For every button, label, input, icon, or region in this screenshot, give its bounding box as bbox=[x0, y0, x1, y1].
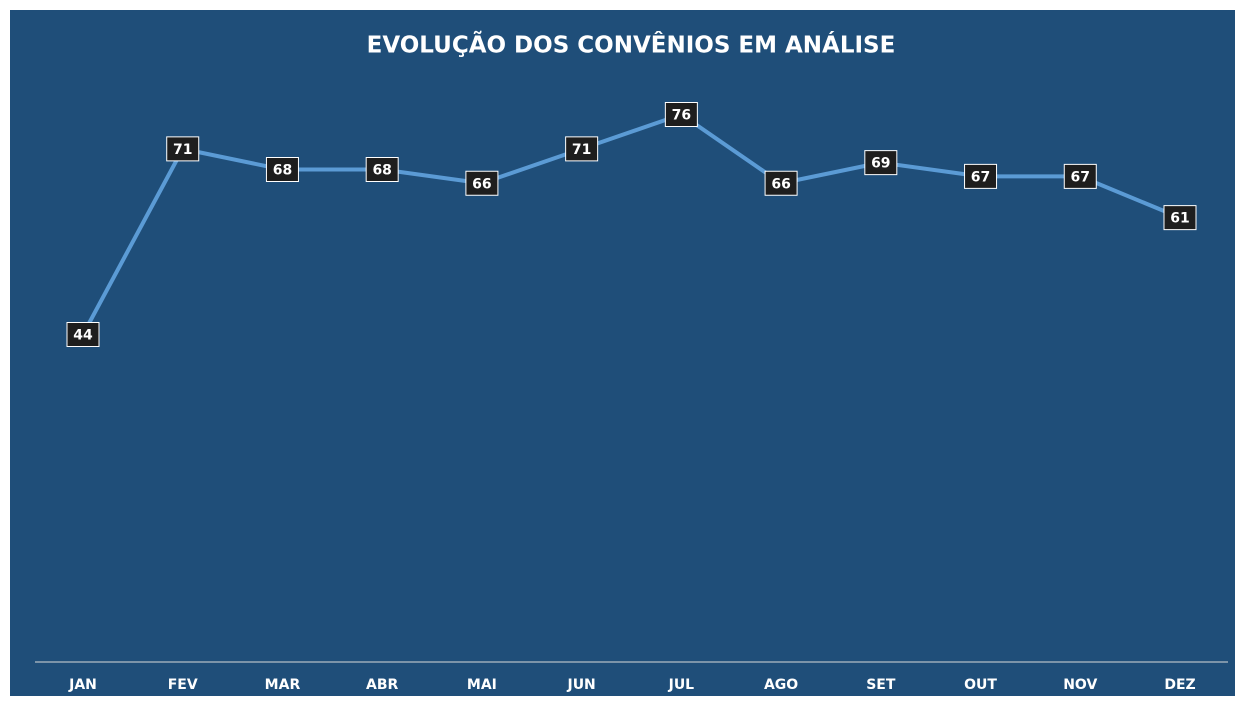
data-label-box bbox=[265, 157, 299, 182]
data-label-box bbox=[365, 157, 399, 182]
x-tick-label: AGO bbox=[764, 677, 798, 693]
x-tick-label: JAN bbox=[68, 677, 97, 693]
data-label-box bbox=[1163, 205, 1197, 231]
data-label: 76 bbox=[672, 108, 691, 124]
x-tick-label: NOV bbox=[1063, 677, 1097, 693]
x-tick-label: MAR bbox=[265, 677, 301, 693]
data-label: 66 bbox=[771, 176, 790, 192]
x-tick-label: JUN bbox=[566, 677, 595, 693]
data-label-box bbox=[664, 102, 698, 127]
data-label: 68 bbox=[372, 163, 391, 179]
data-label-box bbox=[166, 136, 200, 162]
data-label: 69 bbox=[871, 156, 890, 172]
data-label-box bbox=[964, 163, 998, 189]
chart-background bbox=[10, 10, 1235, 696]
x-tick-label: JUL bbox=[668, 677, 695, 693]
data-label-box bbox=[1063, 163, 1097, 189]
data-label: 61 bbox=[1170, 211, 1189, 227]
data-label-box bbox=[66, 322, 100, 347]
data-label: 71 bbox=[572, 142, 591, 158]
x-tick-label: SET bbox=[866, 677, 896, 693]
data-line bbox=[81, 112, 1181, 336]
data-label-box bbox=[465, 170, 499, 196]
chart-title: EVOLUÇÃO DOS CONVÊNIOS EM ANÁLISE bbox=[367, 31, 896, 59]
data-label: 71 bbox=[173, 142, 192, 158]
x-tick-label: ABR bbox=[366, 677, 399, 693]
x-tick-label: FEV bbox=[168, 677, 198, 693]
x-tick-label: OUT bbox=[964, 677, 997, 693]
data-label: 68 bbox=[273, 163, 292, 179]
data-label-box bbox=[565, 136, 599, 162]
data-label: 44 bbox=[73, 328, 93, 344]
data-label-box bbox=[864, 150, 898, 176]
data-label-box bbox=[764, 170, 798, 196]
x-tick-label: DEZ bbox=[1164, 677, 1195, 693]
data-label: 66 bbox=[472, 176, 491, 192]
data-label: 67 bbox=[971, 169, 990, 185]
data-label: 67 bbox=[1071, 169, 1090, 185]
x-tick-label: MAI bbox=[467, 677, 497, 693]
